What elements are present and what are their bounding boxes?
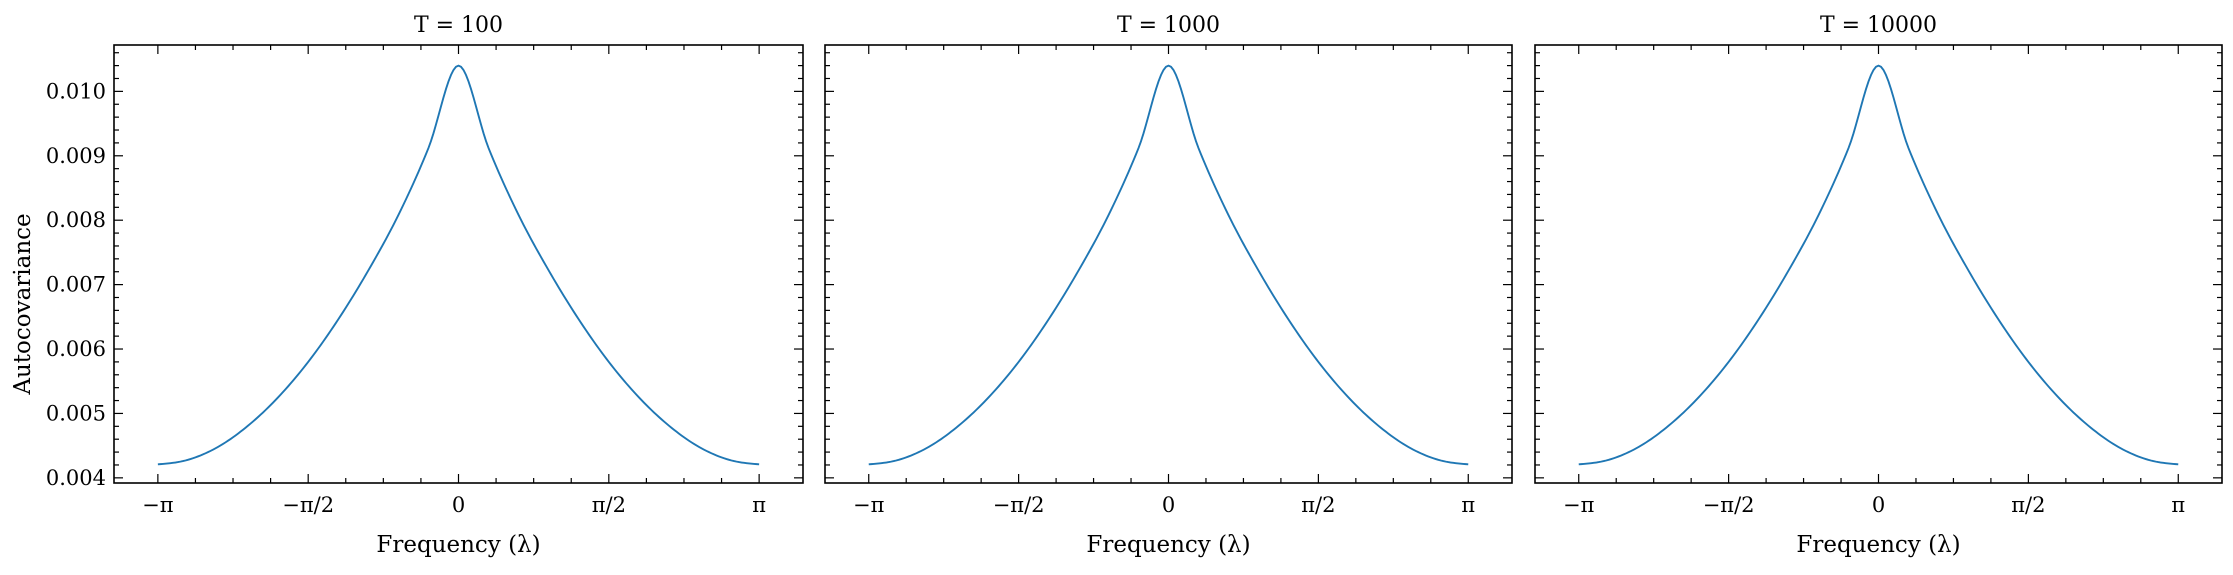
y-tick-label: 0.010 — [46, 79, 106, 103]
plot-frame — [1534, 44, 2223, 484]
panel-1: T = 100 Frequency (λ) 0.004 0.005 0.006 0.007… — [46, 13, 804, 558]
x-axis-label: Frequency (λ) — [1086, 532, 1250, 558]
x-tick-label: −π — [1563, 493, 1595, 517]
x-tick-label: π/2 — [2011, 493, 2045, 517]
plot-frame — [113, 44, 804, 484]
series-line-1 — [1578, 64, 2179, 466]
x-tick-label: π — [1461, 493, 1475, 517]
series-line-1 — [868, 64, 1469, 466]
x-tick-label: −π — [142, 493, 174, 517]
panel-title: T = 1000 — [1117, 13, 1220, 38]
x-axis-label: Frequency (λ) — [1796, 532, 1960, 558]
x-tick-label: −π/2 — [1703, 493, 1755, 517]
panel-title: T = 10000 — [1820, 13, 1937, 38]
y-tick-label: 0.009 — [46, 144, 106, 168]
series-line-1 — [157, 64, 760, 466]
panel-3: T = 10000 Frequency (λ) −π −π/2 0 π/2 π — [1534, 13, 2223, 558]
x-tick-label: −π/2 — [282, 493, 334, 517]
x-tick-label: 0 — [1872, 493, 1885, 517]
panel-2: T = 1000 Frequency (λ) −π −π/2 0 π/2 π — [824, 13, 1513, 558]
y-tick-label: 0.004 — [46, 466, 106, 490]
y-axis-label: Autocovariance — [10, 213, 36, 395]
y-tick-label: 0.006 — [46, 337, 106, 361]
panel-title: T = 100 — [414, 13, 503, 38]
x-tick-label: π — [2171, 493, 2185, 517]
x-tick-label: 0 — [452, 493, 465, 517]
plot-frame — [824, 44, 1513, 484]
x-tick-label: π/2 — [592, 493, 626, 517]
y-tick-label: 0.007 — [46, 273, 106, 297]
x-tick-label: 0 — [1162, 493, 1175, 517]
y-tick-label: 0.005 — [46, 401, 106, 425]
x-tick-label: −π — [853, 493, 885, 517]
x-tick-label: π/2 — [1301, 493, 1335, 517]
x-axis-label: Frequency (λ) — [376, 532, 540, 558]
x-tick-label: −π/2 — [993, 493, 1045, 517]
y-tick-label: 0.008 — [46, 208, 106, 232]
x-tick-label: π — [752, 493, 766, 517]
